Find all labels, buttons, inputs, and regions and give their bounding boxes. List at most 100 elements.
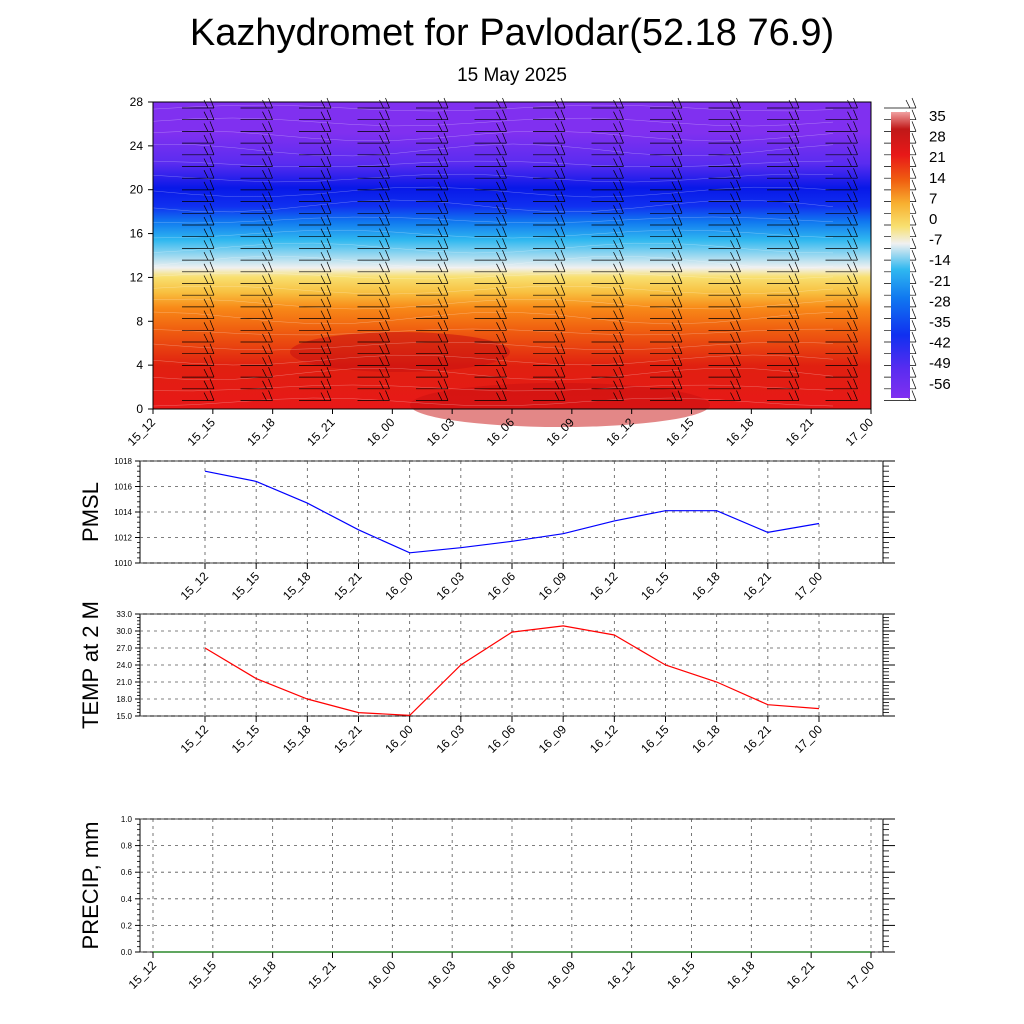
wind-barb-feather — [496, 240, 501, 249]
wind-barb-feather — [794, 390, 800, 401]
wind-barb-feather — [203, 357, 209, 366]
wind-barb-feather — [554, 216, 560, 226]
wind-barb-feather — [613, 287, 618, 296]
pmsl-panel: 15_12 15_15 15_18 15_21 16_00 16_03 16_06 16_09… — [78, 457, 895, 603]
wind-barb-feather — [379, 392, 384, 401]
wind-barb-feather — [619, 109, 624, 120]
wind-barb-feather — [613, 333, 618, 343]
wind-barb-feather — [262, 170, 267, 179]
wind-barb-feather — [853, 203, 858, 214]
wind-barb-feather — [613, 193, 618, 202]
wind-barb-feather — [613, 205, 618, 214]
precip-panel: 15_12 15_15 15_18 15_21 16_00 16_03 16_06 16_09… — [78, 815, 895, 992]
wind-barb-feather — [385, 366, 390, 378]
wind-barb-feather — [554, 357, 560, 366]
y-tick-label: 15.0 — [116, 712, 132, 721]
x-tick-label: 16_15 — [638, 569, 672, 603]
wind-barb-feather — [794, 308, 800, 319]
wind-barb-feather — [736, 261, 741, 272]
warm-core-shape — [410, 383, 710, 427]
wind-barb-feather — [385, 168, 390, 179]
pmsl-series-line — [204, 470, 820, 554]
wind-barb-feather — [853, 156, 858, 167]
colorbar-label: 14 — [929, 170, 946, 187]
x-tick-label: 16_18 — [689, 569, 723, 603]
x-tick-label: 16_21 — [783, 415, 817, 449]
wind-barb-feather — [788, 193, 794, 202]
wind-barb-feather — [326, 144, 332, 155]
wind-barb-feather — [496, 216, 501, 226]
wind-barb-feather — [619, 261, 624, 272]
wind-barb-feather — [320, 380, 326, 389]
wind-barb-feather — [736, 226, 741, 237]
wind-barb-feather — [379, 333, 384, 343]
x-tick-label: 15_15 — [184, 415, 218, 449]
wind-barb-feather — [379, 263, 384, 272]
y-tick-label: 12 — [130, 270, 144, 284]
wind-barb-feather — [268, 97, 273, 109]
wind-barb-feather — [677, 320, 683, 331]
wind-barb-feather — [385, 296, 390, 308]
wind-barb-feather — [619, 238, 624, 249]
wind-barb-feather — [788, 111, 794, 120]
wind-barb-feather — [502, 132, 507, 144]
wind-barb-feather — [847, 228, 852, 237]
wind-barb-feather — [736, 366, 741, 378]
wind-barb-feather — [209, 214, 215, 226]
wind-barb-feather — [911, 273, 917, 284]
wind-barb-feather — [203, 240, 209, 249]
wind-barb-feather — [443, 390, 449, 401]
wind-barb-feather — [619, 308, 624, 319]
wind-barb-feather — [911, 343, 917, 354]
wind-barb-feather — [853, 238, 858, 249]
wind-barb-feather — [502, 226, 507, 237]
wind-barb-feather — [788, 345, 794, 354]
wind-barb-feather — [496, 111, 501, 120]
wind-barb-feather — [203, 146, 209, 155]
y-tick-label: 18.0 — [116, 695, 132, 704]
wind-barb-feather — [788, 392, 794, 401]
wind-barb-feather — [437, 216, 443, 226]
isotherm-line — [152, 397, 834, 407]
wind-barb-feather — [437, 298, 443, 308]
wind-barb-feather — [671, 392, 677, 401]
wind-barb-feather — [385, 343, 390, 354]
wind-barb-feather — [794, 97, 800, 109]
wind-barb-feather — [677, 273, 683, 284]
x-tick-label: 16_06 — [485, 569, 519, 603]
wind-barb-feather — [320, 310, 326, 319]
x-tick-label: 16_18 — [723, 415, 757, 449]
wind-barb-feather — [730, 99, 735, 109]
wind-barb-feather — [677, 285, 683, 296]
wind-barb-feather — [437, 123, 443, 132]
wind-barb-feather — [385, 214, 390, 226]
wind-barb-feather — [326, 109, 332, 120]
wind-barb-feather — [443, 191, 449, 202]
wind-barb-feather — [853, 132, 858, 144]
wind-barb-feather — [677, 214, 683, 226]
wind-barb-feather — [671, 263, 677, 272]
wind-barb-feather — [730, 275, 735, 284]
wind-barb-feather — [209, 226, 215, 237]
wind-barb-feather — [379, 310, 384, 319]
wind-barb-feather — [502, 355, 507, 366]
wind-barb-feather — [788, 298, 794, 308]
isotherm-line — [152, 229, 834, 239]
wind-barb-feather — [619, 320, 624, 331]
wind-barb-feather — [560, 355, 566, 366]
wind-barb-feather — [496, 392, 501, 401]
wind-barb-feather — [326, 214, 332, 226]
wind-barb-feather — [619, 179, 624, 191]
wind-barb-feather — [262, 240, 267, 249]
panel-frame — [139, 818, 884, 953]
wind-barb-feather — [437, 251, 443, 261]
wind-barb-feather — [619, 97, 624, 109]
wind-barb-feather — [560, 179, 566, 191]
x-tick-label: 16_12 — [604, 958, 638, 992]
wind-barb-feather — [794, 168, 800, 179]
wind-barb-feather — [613, 392, 618, 401]
wind-barb-feather — [209, 273, 215, 284]
wind-barb-feather — [554, 333, 560, 343]
wind-barb-feather — [437, 368, 443, 378]
wind-barb-feather — [496, 322, 501, 331]
